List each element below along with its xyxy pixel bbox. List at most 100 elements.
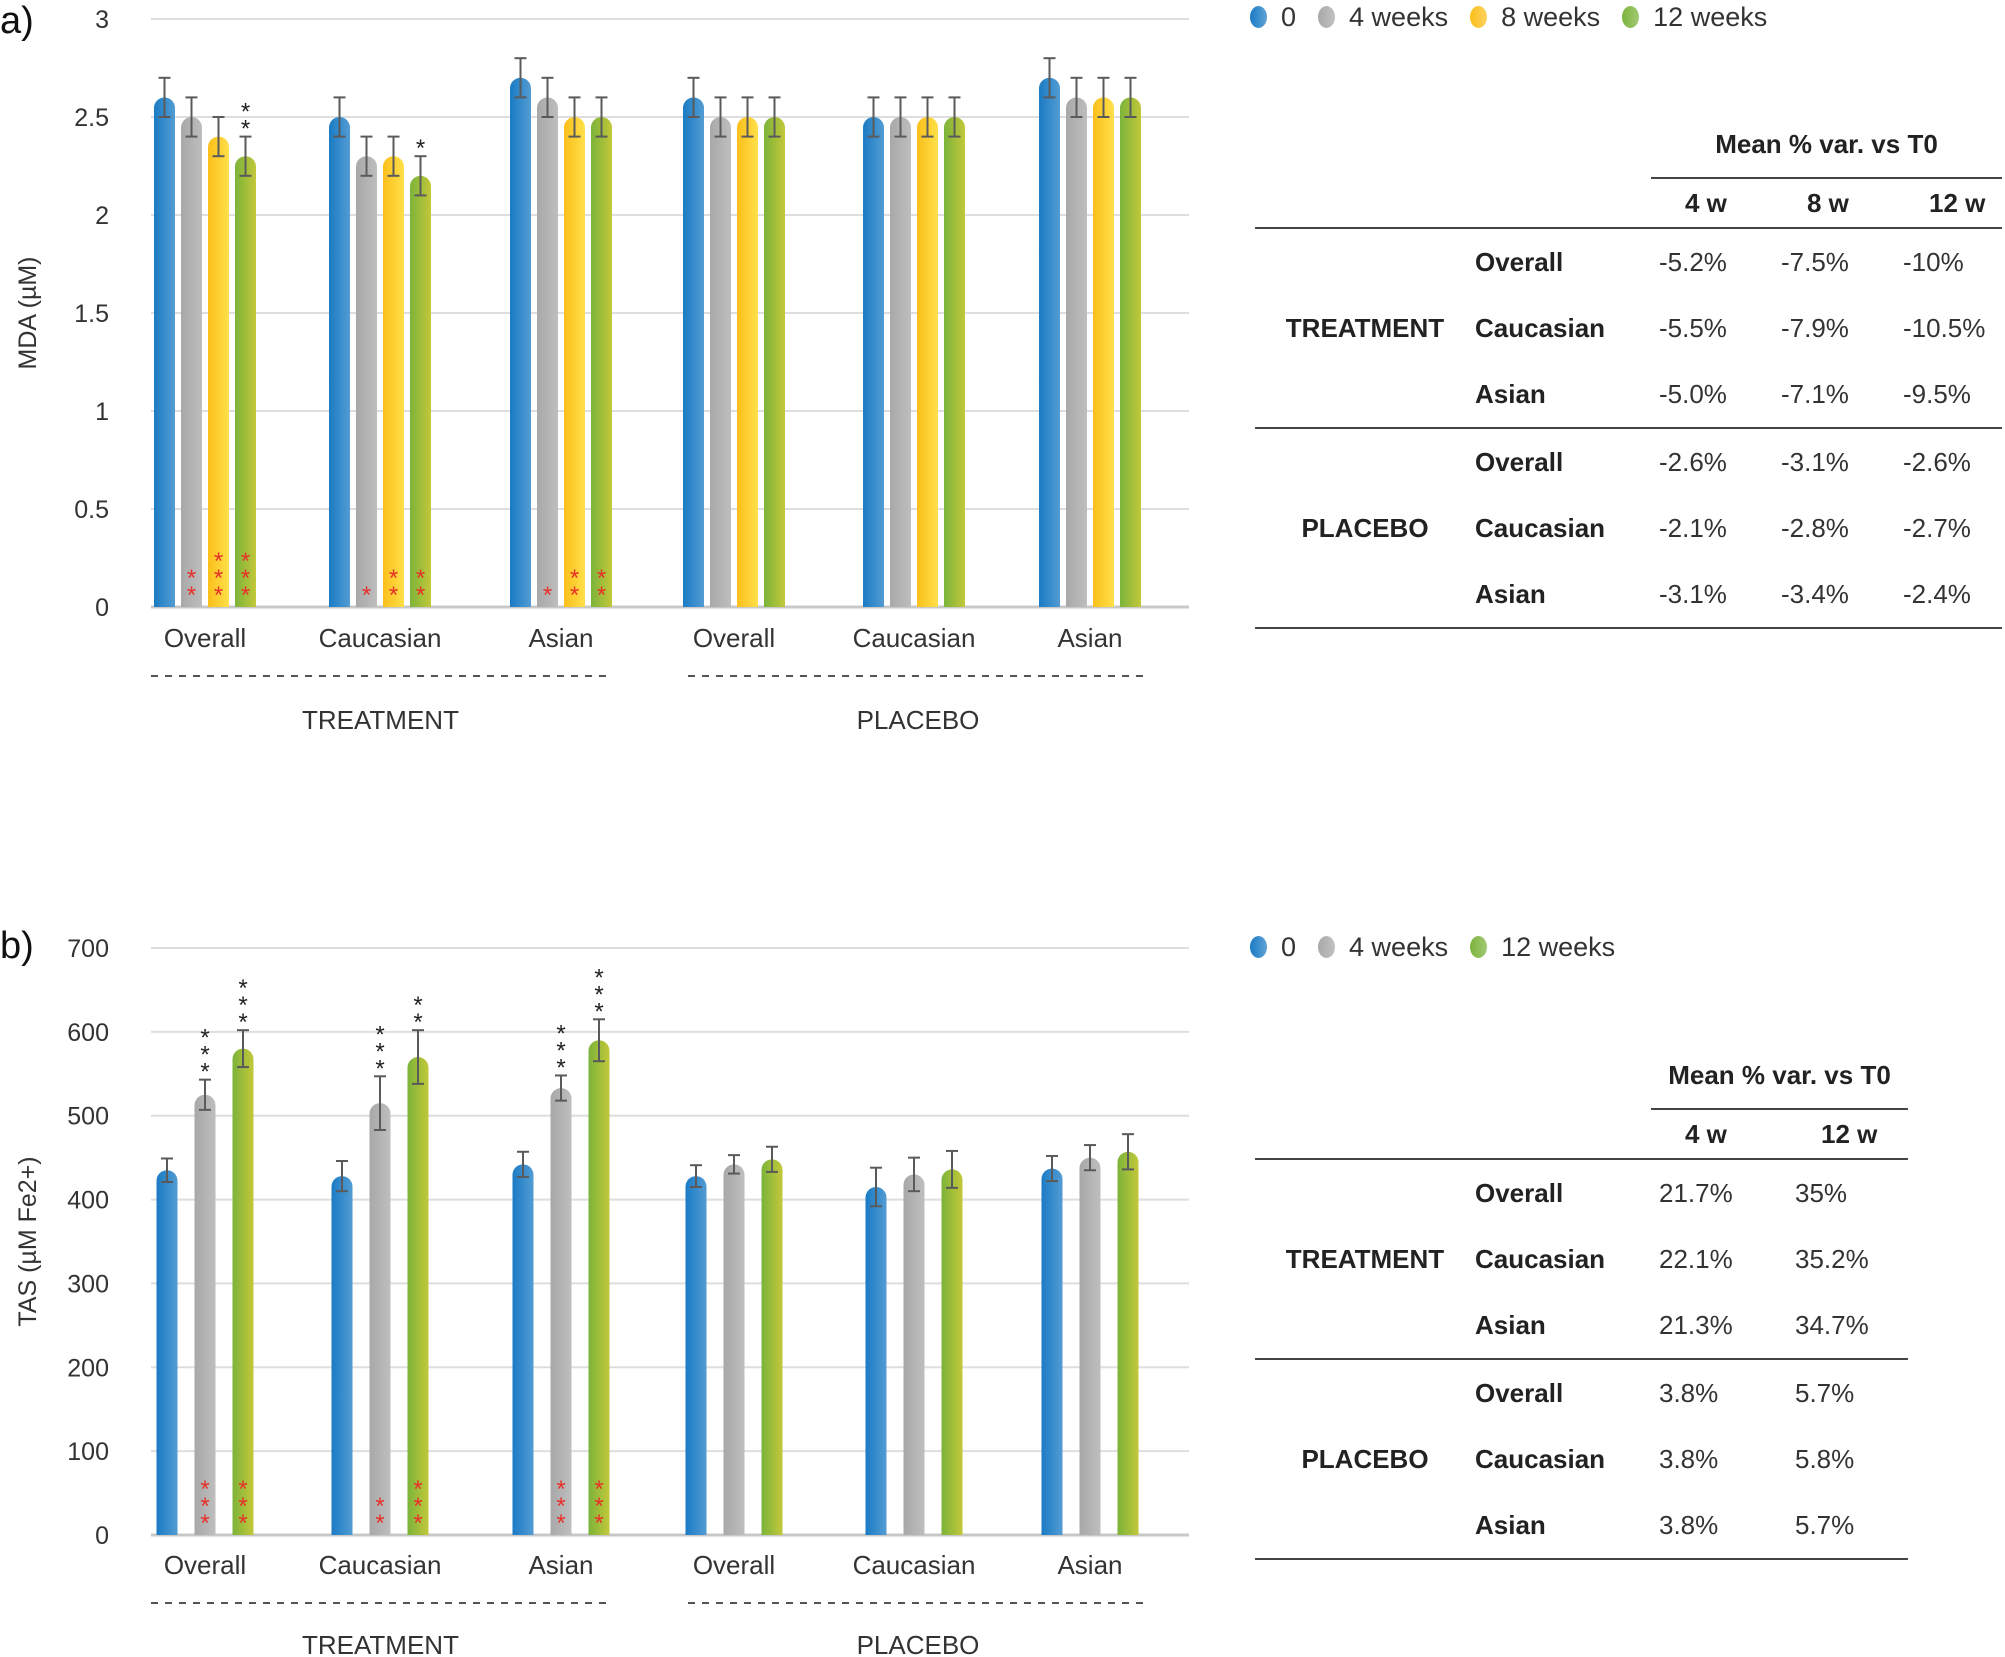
chart-b-bar [407, 1057, 429, 1535]
table-row-label: Asian [1475, 1492, 1651, 1560]
table-blank-cell [1475, 178, 1651, 229]
chart-a-bar [1093, 97, 1114, 608]
chart-b-ytick-label: 300 [67, 1270, 109, 1298]
legend-label: 12 weeks [1501, 931, 1616, 962]
chart-a-category-label: Overall [164, 623, 246, 653]
chart-b-significance-top: * [375, 1021, 384, 1048]
chart-b-legend: 0 4 weeks 12 weeks [1250, 930, 1637, 964]
chart-b-ytick-label: 200 [67, 1354, 109, 1382]
chart-a-bar [591, 117, 612, 608]
chart-a-ytick-label: 2.5 [74, 104, 109, 132]
table-row: PLACEBO Overall -2.6% -3.1% -2.6% [1255, 427, 2002, 629]
chart-b-ylabel: TAS (µM Fe2+) [14, 1156, 42, 1326]
table-value: 35% [1795, 1177, 1848, 1208]
chart-a-category-label: Caucasian [319, 623, 442, 653]
chart-b-bar [1079, 1157, 1101, 1535]
chart-a-significance-base: * [241, 565, 250, 592]
table-column-header: 4 w [1651, 1109, 1787, 1160]
table-row: Asian -3.1% -3.4% -2.4% [1255, 561, 2002, 629]
table-blank-cell [1255, 1043, 1475, 1109]
chart-b-significance-top: * [238, 975, 247, 1002]
chart-b-significance-base: * [556, 1476, 565, 1503]
chart-b-bar [865, 1186, 887, 1535]
chart-b-bar [588, 1040, 610, 1535]
chart-a-significance-base: * [241, 548, 250, 575]
table-value: -3.1% [1773, 427, 1895, 495]
chart-b-bar [1041, 1168, 1063, 1535]
table-blank-cell [1255, 112, 1475, 178]
chart-b-category-label: Overall [164, 1550, 246, 1580]
chart-a-bar [329, 117, 350, 608]
chart-b-bar [369, 1103, 391, 1535]
table-blank-cell [1475, 1109, 1651, 1160]
table-header-span: Mean % var. vs T0 [1651, 1043, 1908, 1110]
chart-a-ytick-label: 2 [95, 202, 109, 230]
table-blank-cell [1475, 112, 1651, 178]
table-row: Asian -5.0% -7.1% -9.5% [1255, 361, 2002, 428]
table-value: 3.8% [1651, 1358, 1787, 1426]
chart-a-ytick-label: 1 [95, 398, 109, 426]
table-row-label: Caucasian [1475, 1243, 1606, 1274]
legend-marker-icon [1318, 936, 1336, 958]
chart-b-bar [232, 1048, 254, 1535]
chart-a-ytick-label: 0.5 [74, 496, 109, 524]
table-row-label: Caucasian [1475, 312, 1606, 343]
chart-b-bar [156, 1170, 178, 1535]
chart-a-bar [208, 136, 229, 607]
table-column-header: 8 w [1773, 178, 1895, 229]
table-value: 21.7% [1659, 1177, 1733, 1208]
chart-b-significance-top: * [556, 1054, 565, 1081]
chart-a-bar [510, 77, 531, 608]
legend-label: 8 weeks [1501, 1, 1601, 32]
chart-a-significance-base: * [187, 582, 196, 609]
chart-a-bar [683, 97, 704, 608]
table-row-label: Caucasian [1475, 512, 1606, 543]
table-value: -10% [1903, 246, 1964, 277]
table-value: -7.9% [1781, 312, 1849, 343]
chart-a-bar [1120, 97, 1141, 608]
table-value: -5.0% [1659, 378, 1727, 409]
table-value: 21.3% [1659, 1309, 1733, 1340]
chart-b-significance-top: * [200, 1059, 209, 1086]
chart-a-bar [181, 117, 202, 608]
legend-label: 0 [1281, 1, 1297, 32]
chart-a-significance-base: * [416, 565, 425, 592]
legend-item: 4 weeks [1318, 2, 1448, 33]
table-row: Asian 3.8% 5.7% [1255, 1492, 1908, 1560]
chart-b-bar [685, 1176, 707, 1535]
table-row: Caucasian -5.5% -7.9% -10.5% [1255, 295, 2002, 361]
chart-a-significance-top: * [241, 99, 250, 126]
chart-a-bar [1066, 97, 1087, 608]
chart-a-significance-base: * [389, 582, 398, 609]
table-value: -2.6% [1895, 427, 2002, 495]
table-value: 3.8% [1651, 1492, 1787, 1560]
table-value: -3.4% [1773, 561, 1895, 629]
chart-a-bar [383, 156, 404, 607]
chart-a-significance-base: * [362, 582, 371, 609]
chart-a-significance-base: * [214, 582, 223, 609]
chart-b-group-label: TREATMENT [302, 1630, 459, 1657]
chart-a-category-label: Asian [1057, 623, 1122, 653]
chart-a-ylabel: MDA (µM) [14, 256, 42, 369]
table-row-label: Asian [1475, 1309, 1546, 1340]
legend-label: 12 weeks [1653, 1, 1768, 32]
chart-b-ytick-label: 700 [67, 935, 109, 963]
table-row: Caucasian 3.8% 5.8% [1255, 1426, 1908, 1492]
panel-a-label: a) [0, 0, 34, 42]
chart-b-ytick-label: 100 [67, 1438, 109, 1466]
table-value: -2.1% [1659, 512, 1727, 543]
table-value: 34.7% [1795, 1309, 1869, 1340]
table-value: 35.2% [1795, 1243, 1869, 1274]
chart-a-bar [235, 156, 256, 607]
chart-b-significance-base: * [413, 1510, 422, 1537]
chart-a-significance-base: * [570, 565, 579, 592]
chart-a-group-label: PLACEBO [857, 705, 980, 735]
table-blank-cell [1475, 1043, 1651, 1109]
chart-b-significance-base: * [200, 1510, 209, 1537]
chart-a-significance-base: * [543, 582, 552, 609]
chart-b-significance-top: * [556, 1037, 565, 1064]
table-value: -3.1% [1651, 561, 1773, 629]
legend-item: 4 weeks [1318, 932, 1448, 963]
chart-b-significance-top: * [200, 1042, 209, 1069]
